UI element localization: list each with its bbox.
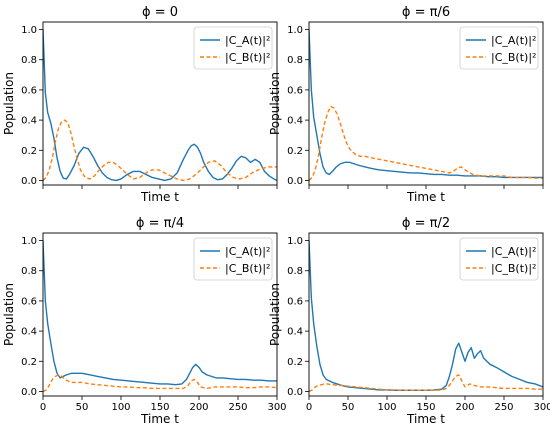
panel-title: ϕ = π/4 [136,216,184,231]
x-tick-label: 250 [494,402,513,413]
y-tick-label: 0.8 [21,55,37,66]
legend: |C_A(t)|² |C_B(t)|² [459,237,539,281]
legend-entry-b-label: |C_B(t)|² [225,262,270,275]
y-axis-label: Population [268,72,282,135]
legend-box [459,26,539,70]
legend: |C_A(t)|² |C_B(t)|² [193,26,273,70]
plot-frame [308,232,544,397]
x-axis-label: Time t [406,412,445,426]
legend-entry-a-label: |C_A(t)|² [225,34,270,47]
panel-title: ϕ = π/6 [402,5,450,20]
panel-3: ϕ = π/4 0.0 0.2 0.4 0.6 0.8 1.0 0 50 100 150 200 250… [2,216,287,426]
x-tick-label: 200 [189,402,208,413]
legend: |C_A(t)|² |C_B(t)|² [193,237,273,281]
x-axis-label: Time t [406,190,445,204]
y-axis-label: Population [2,72,16,135]
x-tick-label: 150 [416,402,435,413]
y-tick-label: 0.4 [287,116,303,127]
legend-entry-a-label: |C_A(t)|² [491,245,536,258]
x-axis-label: Time t [140,412,179,426]
y-tick-label: 0.4 [287,327,303,338]
y-axis-label: Population [268,283,282,346]
x-tick-label: 0 [306,402,312,413]
x-tick-label: 300 [267,402,286,413]
plot-frame [42,232,278,397]
x-tick-label: 100 [111,402,130,413]
series-b-line [43,374,277,393]
y-tick-label: 0.2 [21,146,37,157]
series-b-line [43,119,277,182]
panel-title: ϕ = π/2 [402,216,450,231]
x-tick-label: 100 [377,402,396,413]
plot-frame [42,21,278,186]
y-tick-label: 1.0 [21,236,37,247]
y-tick-label: 1.0 [287,25,303,36]
y-tick-label: 0.0 [287,176,303,187]
panel-title: ϕ = 0 [142,5,178,20]
plot-frame [308,21,544,186]
legend-entry-a-label: |C_A(t)|² [491,34,536,47]
legend-entry-b-label: |C_B(t)|² [491,262,536,275]
x-tick-label: 50 [342,402,355,413]
panel-1: ϕ = 0 0.0 0.2 0.4 0.6 0.8 1.0 Time t Population |… [2,5,278,204]
series-b-line [309,374,543,393]
y-tick-label: 0.4 [21,327,37,338]
y-tick-label: 0.4 [21,116,37,127]
y-tick-label: 0.6 [21,296,37,307]
panel-4: ϕ = π/2 0.0 0.2 0.4 0.6 0.8 1.0 0 50 100 150 200 250… [268,216,550,426]
legend-entry-b-label: |C_B(t)|² [491,51,536,64]
y-tick-label: 0.8 [287,266,303,277]
x-tick-label: 200 [455,402,474,413]
legend-box [459,237,539,281]
legend: |C_A(t)|² |C_B(t)|² [459,26,539,70]
panel-2: ϕ = π/6 0.0 0.2 0.4 0.6 0.8 1.0 Time t Populatio… [268,5,544,204]
y-tick-label: 0.2 [287,146,303,157]
x-tick-label: 250 [228,402,247,413]
y-tick-label: 1.0 [21,25,37,36]
y-axis-label: Population [2,283,16,346]
y-tick-label: 0.2 [287,357,303,368]
y-tick-label: 1.0 [287,236,303,247]
x-tick-label: 150 [150,402,169,413]
x-axis-label: Time t [140,190,179,204]
y-tick-label: 0.0 [21,387,37,398]
y-tick-label: 0.6 [21,85,37,96]
series-b-line [309,105,543,181]
y-tick-label: 0.8 [287,55,303,66]
legend-box [193,26,273,70]
series-a-line [43,29,277,182]
x-tick-label: 50 [76,402,89,413]
series-a-line [309,29,543,179]
y-tick-label: 0.6 [287,296,303,307]
x-tick-label: 300 [533,402,550,413]
legend-entry-b-label: |C_B(t)|² [225,51,270,64]
y-tick-label: 0.2 [21,357,37,368]
y-tick-label: 0.6 [287,85,303,96]
legend-box [193,237,273,281]
y-tick-label: 0.8 [21,266,37,277]
y-tick-label: 0.0 [287,387,303,398]
legend-entry-a-label: |C_A(t)|² [225,245,270,258]
x-tick-label: 0 [40,402,46,413]
y-tick-label: 0.0 [21,176,37,187]
